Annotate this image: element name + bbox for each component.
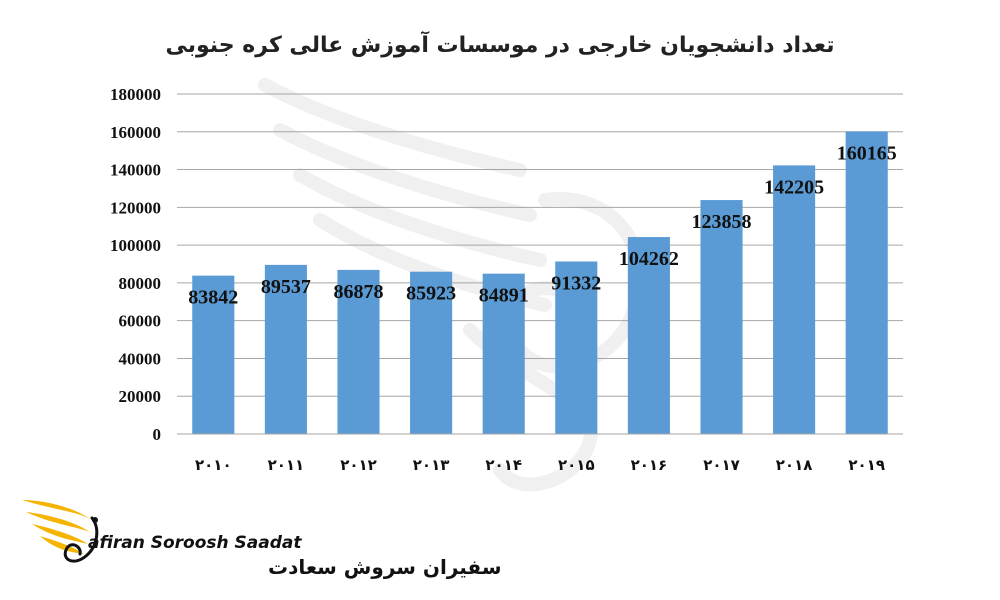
data-label: 160165 [837, 142, 897, 164]
x-axis: ۲۰۱۰ ۲۰۱۱ ۲۰۱۲ ۲۰۱۳ ۲۰۱۴ ۲۰۱۵ ۲۰۱۶ ۲۰۱۷ ۲۰۱۸ ۲۰۱۹ [195, 456, 885, 474]
x-tick-label: ۲۰۱۷ [703, 456, 740, 474]
data-label: 104262 [619, 248, 679, 270]
y-tick-label: 20000 [119, 387, 162, 406]
x-tick-label: ۲۰۱۹ [848, 456, 885, 474]
x-tick-label: ۲۰۱۰ [195, 456, 232, 474]
y-tick-label: 160000 [110, 123, 161, 142]
x-tick-label: ۲۰۱۳ [413, 456, 450, 474]
bar [627, 237, 670, 434]
bar [773, 165, 816, 434]
bar [192, 275, 235, 434]
y-tick-label: 80000 [119, 274, 162, 293]
y-tick-label: 60000 [119, 312, 162, 331]
x-tick-label: ۲۰۱۴ [485, 456, 522, 474]
data-label: 85923 [406, 283, 456, 305]
bar [410, 271, 453, 434]
bars [192, 131, 888, 434]
bar [700, 200, 743, 434]
bar [482, 273, 525, 434]
data-label: 86878 [334, 281, 384, 303]
x-tick-label: ۲۰۱۶ [631, 456, 668, 474]
logo-text-en: afiran Soroosh Saadat [88, 533, 302, 553]
data-label: 89537 [261, 276, 311, 298]
data-labels: 83842 89537 86878 85923 84891 91332 104262 1238… [188, 142, 896, 308]
y-tick-label: 180000 [110, 85, 161, 104]
logo-text-fa: سفیران سروش سعادت [268, 555, 502, 579]
data-label: 84891 [479, 285, 529, 307]
data-label: 91332 [551, 272, 601, 294]
chart-title: تعداد دانشجویان خارجی در موسسات آموزش عا… [166, 30, 835, 58]
logo: afiran Soroosh Saadat سفیران سروش سعادت [22, 500, 502, 579]
data-label: 83842 [188, 287, 238, 309]
y-tick-label: 0 [153, 425, 162, 444]
y-tick-label: 100000 [110, 236, 161, 255]
data-label: 123858 [692, 211, 752, 233]
bar [555, 261, 598, 434]
bar [337, 269, 380, 434]
y-axis: 0 20000 40000 60000 80000 100000 120000 140000 1… [110, 85, 161, 444]
logo-wing-icon [22, 500, 99, 563]
x-tick-label: ۲۰۱۸ [776, 456, 813, 474]
x-tick-label: ۲۰۱۱ [268, 456, 305, 474]
x-tick-label: ۲۰۱۲ [340, 456, 377, 474]
x-tick-label: ۲۰۱۵ [558, 456, 595, 474]
y-tick-label: 120000 [110, 198, 161, 217]
data-label: 142205 [764, 176, 824, 198]
y-tick-label: 40000 [119, 349, 162, 368]
bar [264, 264, 307, 434]
bar [845, 131, 888, 434]
y-tick-label: 140000 [110, 161, 161, 180]
